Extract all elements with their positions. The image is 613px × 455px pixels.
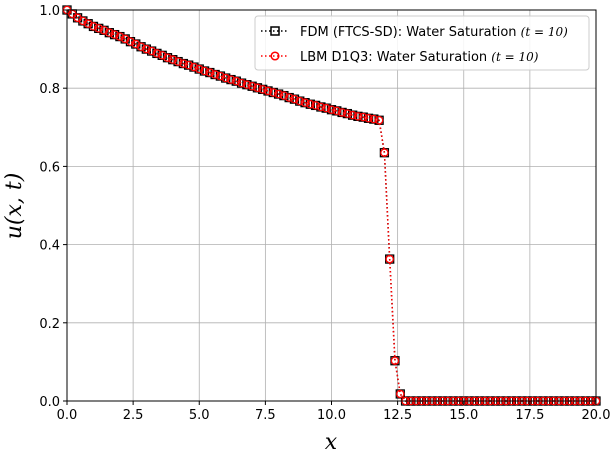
data-point-circle [126,37,135,46]
data-point-circle [110,30,119,39]
data-point-circle [332,106,342,116]
x-tick-label: 7.5 [255,408,276,423]
data-point-circle [147,46,156,56]
grid [66,9,597,402]
data-point-circle [258,85,267,94]
data-point-circle [237,78,246,88]
data-point-circle [194,64,204,74]
data-point-circle [300,98,310,107]
data-point-circle [337,108,347,117]
ticks: 0.0 2.5 5.0 7.5 10.0 12.5 15.0 17.5 20.0 0.0 0.2 0.… [39,4,610,423]
data-point-circle [184,60,193,70]
legend-marker-lbm [270,51,280,61]
data-point-circle [89,22,98,31]
data-point-circle [358,112,368,122]
data-point-circle [380,148,389,157]
data-point-circle [274,89,283,99]
data-point-circle [205,68,215,77]
data-point-circle [374,116,384,125]
data-point-circle [152,49,162,58]
data-point-circle [226,75,236,84]
data-point-circle [168,55,178,64]
x-tick-label: 2.5 [123,408,144,423]
data-point-circle [210,70,220,79]
y-tick-label: 0.0 [39,395,60,410]
x-tick-label: 10.0 [317,408,346,423]
data-point-circle [348,110,357,120]
x-tick-label: 5.0 [189,408,210,423]
y-tick-label: 0.2 [39,317,60,332]
x-tick-label: 20.0 [582,408,611,423]
y-tick-label: 1.0 [39,4,60,19]
legend-marker-fdm [270,26,280,36]
data-point-circle [295,96,305,106]
x-tick-label: 17.5 [515,408,544,423]
data-point-circle [242,80,252,89]
data-point-circle [115,32,125,41]
data-point-circle [269,88,278,97]
legend-label-lbm: LBM D1Q3: Water Saturation (t = 10) [300,50,539,65]
data-point-circle [353,112,363,121]
data-point-circle [279,91,289,100]
data-point-circle [385,254,394,264]
data-point-circle [105,28,114,37]
y-tick-label: 0.4 [39,239,60,254]
data-point-circle [221,73,230,83]
x-tick-label: 15.0 [449,408,478,423]
data-point-circle [189,62,199,72]
data-point-circle [179,59,188,68]
data-point-circle [369,114,379,124]
data-point-circle [99,26,109,35]
data-point-circle [327,105,336,114]
data-point-circle [396,389,405,399]
legend-box [254,15,590,71]
data-point-circle [216,71,225,81]
data-point-circle [390,356,400,365]
data-point-circle [247,81,257,91]
data-point-circle [173,57,183,66]
data-point-circle [321,103,331,113]
data-point-circle [263,86,273,96]
y-tick-label: 0.8 [39,82,60,97]
data-point-circle [306,99,315,109]
data-point-circle [163,53,172,62]
data-point-circle [253,83,262,93]
y-axis-label: u(x, t) [2,173,27,240]
data-point-circle [142,44,151,54]
x-axis-label: x [325,430,338,455]
y-tick-label: 0.6 [39,160,60,175]
data-point-circle [94,24,103,33]
data-point-circle [284,93,294,102]
data-point-circle [136,42,146,52]
data-point-circle [364,114,373,123]
data-point-circle [343,109,352,118]
data-point-circle [200,66,209,76]
data-point-circle [311,101,320,110]
data-point-circle [316,102,326,112]
x-tick-label: 12.5 [383,408,412,423]
data-point-circle [157,51,167,60]
data-point-circle [290,94,299,104]
x-tick-label: 0.0 [57,408,78,423]
legend-label-fdm: FDM (FTCS-SD): Water Saturation (t = 10) [300,25,568,40]
data-point-circle [232,76,241,86]
legend: FDM (FTCS-SD): Water Saturation (t = 10)… [254,15,590,71]
